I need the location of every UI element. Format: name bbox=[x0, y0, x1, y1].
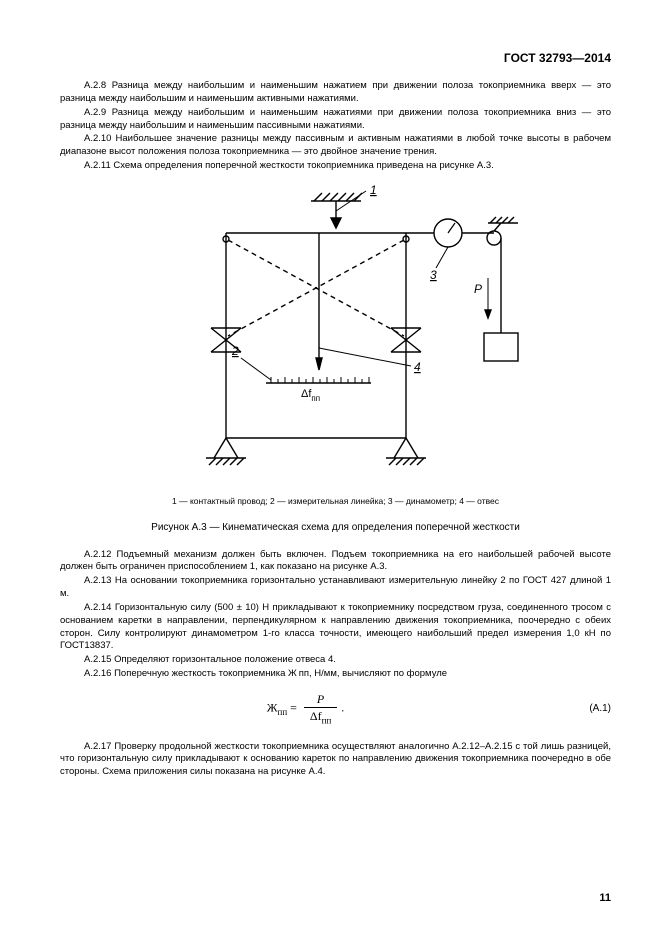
figure-caption: Рисунок А.3 — Кинематическая схема для о… bbox=[60, 521, 611, 535]
para-a28: А.2.8 Разница между наибольшим и наимень… bbox=[60, 80, 611, 106]
figure-a3: 1 2 3 4 P Δfпп bbox=[60, 183, 611, 488]
fig-label-2: 2 bbox=[231, 344, 239, 358]
fig-label-p: P bbox=[474, 282, 482, 296]
figure-legend: 1 — контактный провод; 2 — измерительная… bbox=[60, 496, 611, 507]
formula-numerator: P bbox=[304, 691, 337, 708]
fig-label-1: 1 bbox=[370, 183, 377, 197]
fig-label-3: 3 bbox=[430, 268, 437, 282]
para-a211: А.2.11 Схема определения поперечной жест… bbox=[60, 160, 611, 173]
formula-lhs: Ж bbox=[267, 700, 278, 714]
para-a210: А.2.10 Наибольшее значение разницы между… bbox=[60, 133, 611, 159]
para-a212: А.2.12 Подъемный механизм должен быть вк… bbox=[60, 549, 611, 575]
formula-tail: . bbox=[341, 700, 344, 714]
figure-a3-svg: 1 2 3 4 P Δfпп bbox=[136, 183, 536, 483]
formula-number: (А.1) bbox=[551, 702, 611, 716]
para-a217: А.2.17 Проверку продольной жесткости ток… bbox=[60, 741, 611, 779]
formula-expression: Жпп = P Δfпп . bbox=[267, 691, 345, 727]
page-container: ГОСТ 32793—2014 А.2.8 Разница между наиб… bbox=[0, 0, 661, 936]
page-number: 11 bbox=[599, 891, 611, 906]
formula-fraction: P Δfпп bbox=[304, 691, 337, 727]
formula-eq: = bbox=[287, 700, 300, 714]
doc-header: ГОСТ 32793—2014 bbox=[60, 50, 611, 66]
formula-denominator: Δfпп bbox=[304, 708, 337, 727]
para-a29: А.2.9 Разница между наибольшим и наимень… bbox=[60, 107, 611, 133]
para-a215: А.2.15 Определяют горизонтальное положен… bbox=[60, 654, 611, 667]
para-a214: А.2.14 Горизонтальную силу (500 ± 10) Н … bbox=[60, 602, 611, 653]
formula-lhs-sub: пп bbox=[278, 707, 288, 717]
para-a216: А.2.16 Поперечную жесткость токоприемник… bbox=[60, 668, 611, 681]
para-a213: А.2.13 На основании токоприемника горизо… bbox=[60, 575, 611, 601]
formula-a1: Жпп = P Δfпп . (А.1) bbox=[60, 691, 611, 727]
fig-label-4: 4 bbox=[414, 360, 421, 374]
fig-label-delta: Δfпп bbox=[301, 388, 320, 403]
